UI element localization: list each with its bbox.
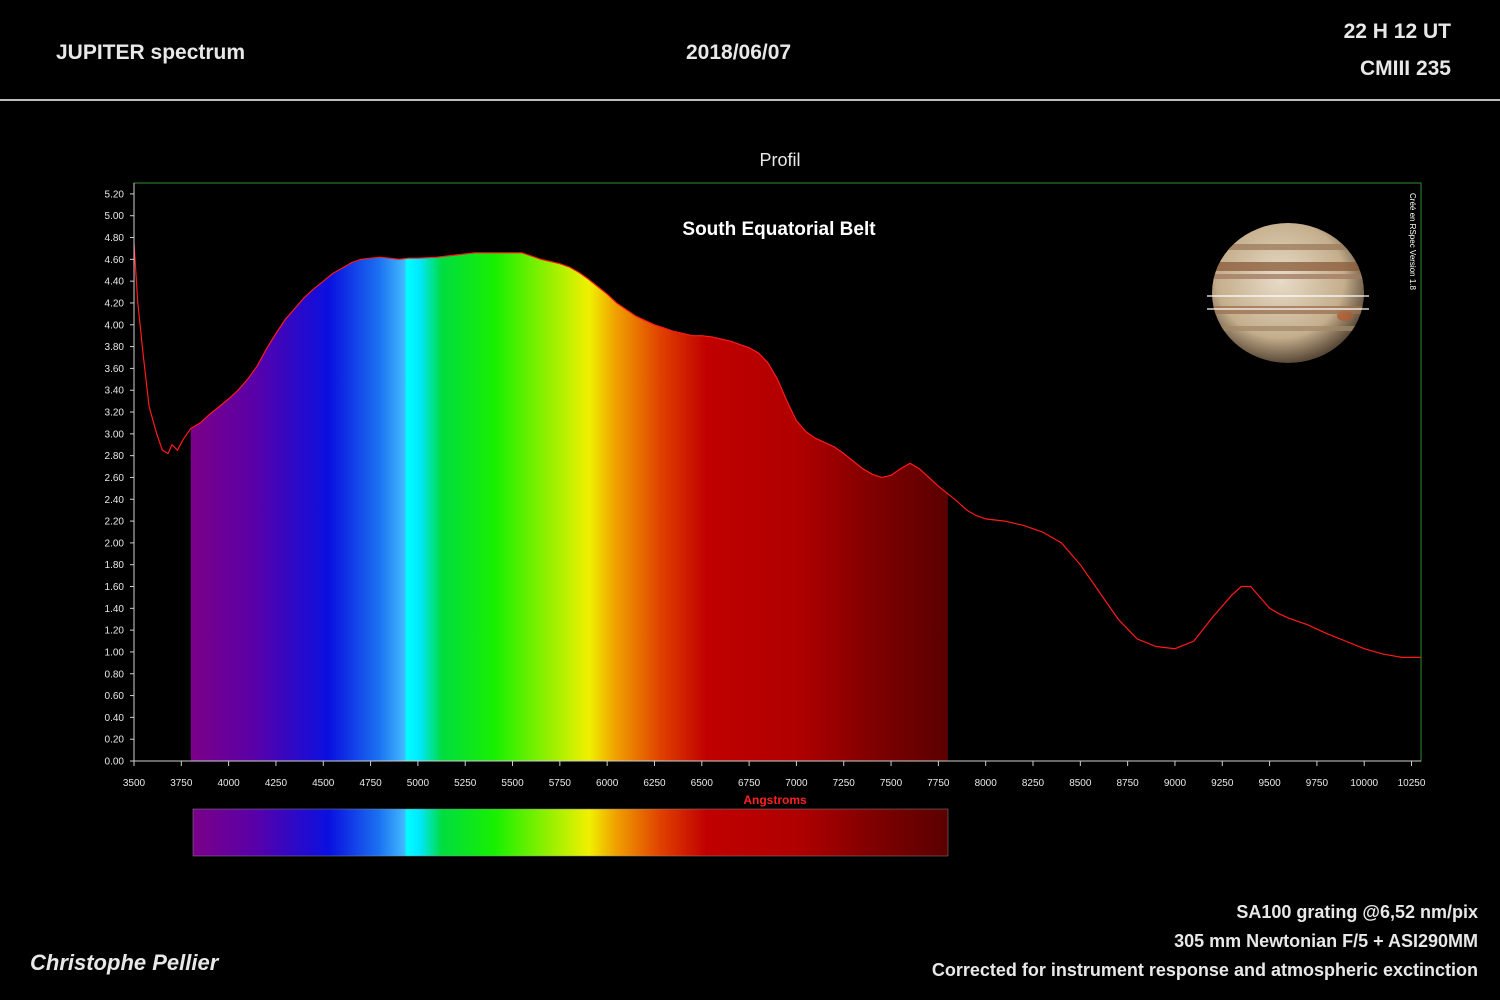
- y-tick-label: 2.80: [105, 451, 125, 462]
- x-tick-label: 10250: [1398, 778, 1426, 789]
- x-tick-label: 7750: [927, 778, 950, 789]
- y-tick-label: 1.00: [105, 647, 125, 658]
- footer-telescope: 305 mm Newtonian F/5 + ASI290MM: [1174, 931, 1478, 951]
- x-tick-label: 8750: [1117, 778, 1140, 789]
- x-tick-label: 3500: [123, 778, 146, 789]
- x-tick-label: 9500: [1258, 778, 1281, 789]
- x-tick-label: 10000: [1350, 778, 1378, 789]
- y-tick-label: 0.60: [105, 691, 125, 702]
- x-tick-label: 6000: [596, 778, 619, 789]
- y-tick-label: 1.40: [105, 604, 125, 615]
- x-tick-label: 6500: [691, 778, 714, 789]
- spectrum-fill-area: [190, 252, 948, 761]
- x-tick-label: 6250: [643, 778, 666, 789]
- y-tick-label: 3.80: [105, 342, 125, 353]
- y-tick-label: 1.20: [105, 626, 125, 637]
- header-divider: [0, 99, 1500, 101]
- software-watermark: Créé en RSpec Version 1.8: [1408, 193, 1417, 290]
- y-tick-label: 2.40: [105, 495, 125, 506]
- belt-annotation: South Equatorial Belt: [682, 219, 876, 240]
- jupiter-icon: [1207, 223, 1369, 363]
- y-tick-label: 2.60: [105, 473, 125, 484]
- y-tick-label: 3.00: [105, 429, 125, 440]
- y-tick-label: 4.80: [105, 233, 125, 244]
- x-tick-label: 9000: [1164, 778, 1187, 789]
- observation-date: 2018/06/07: [686, 41, 792, 64]
- y-tick-label: 0.20: [105, 735, 125, 746]
- y-tick-label: 3.60: [105, 364, 125, 375]
- x-axis-label: Angstroms: [743, 793, 807, 807]
- x-tick-label: 4000: [218, 778, 241, 789]
- y-tick-label: 1.60: [105, 582, 125, 593]
- x-tick-label: 4500: [312, 778, 335, 789]
- footer-grating: SA100 grating @6,52 nm/pix: [1236, 902, 1478, 922]
- y-tick-label: 4.40: [105, 277, 125, 288]
- x-tick-label: 4250: [265, 778, 288, 789]
- y-tick-label: 1.80: [105, 560, 125, 571]
- y-tick-labels: 0.00 0.20 0.40 0.60 0.80 1.00 1.20 1.40 1.60 1.80…: [105, 189, 134, 768]
- y-tick-label: 4.00: [105, 320, 125, 331]
- y-tick-label: 0.00: [105, 757, 125, 768]
- y-tick-label: 0.40: [105, 713, 125, 724]
- spectrum-profile-line: [134, 242, 1421, 658]
- x-tick-label: 5500: [501, 778, 524, 789]
- x-tick-labels: 3500 3750 4000 4250 4500 4750 5000 5250 5500 5750…: [123, 761, 1426, 789]
- x-tick-label: 4750: [359, 778, 382, 789]
- spectrum-fill: [190, 252, 948, 761]
- x-tick-label: 5250: [454, 778, 477, 789]
- central-meridian: CMIII 235: [1359, 57, 1451, 80]
- y-tick-label: 5.20: [105, 189, 125, 200]
- x-tick-label: 5750: [549, 778, 572, 789]
- observation-time: 22 H 12 UT: [1343, 20, 1451, 43]
- spectrum-line: [134, 242, 1421, 658]
- x-tick-label: 5000: [407, 778, 430, 789]
- x-tick-label: 8250: [1022, 778, 1045, 789]
- y-tick-label: 3.40: [105, 386, 125, 397]
- x-tick-label: 7500: [880, 778, 903, 789]
- footer-correction: Corrected for instrument response and at…: [931, 960, 1478, 980]
- chart-title: Profil: [759, 150, 800, 170]
- author-signature: Christophe Pellier: [30, 950, 219, 975]
- y-tick-label: 0.80: [105, 669, 125, 680]
- spectrum-colorbar: [192, 808, 949, 857]
- x-tick-label: 9250: [1211, 778, 1234, 789]
- y-tick-label: 4.20: [105, 298, 125, 309]
- x-tick-label: 8000: [975, 778, 998, 789]
- y-tick-label: 3.20: [105, 408, 125, 419]
- x-tick-label: 3750: [170, 778, 193, 789]
- page-title: JUPITER spectrum: [56, 41, 246, 64]
- x-tick-label: 9750: [1306, 778, 1329, 789]
- x-tick-label: 7000: [785, 778, 808, 789]
- x-tick-label: 7250: [833, 778, 856, 789]
- x-tick-label: 6750: [738, 778, 761, 789]
- x-tick-label: 8500: [1069, 778, 1092, 789]
- y-tick-label: 5.00: [105, 211, 125, 222]
- y-tick-label: 4.60: [105, 255, 125, 266]
- y-tick-label: 2.00: [105, 538, 125, 549]
- y-tick-label: 2.20: [105, 517, 125, 528]
